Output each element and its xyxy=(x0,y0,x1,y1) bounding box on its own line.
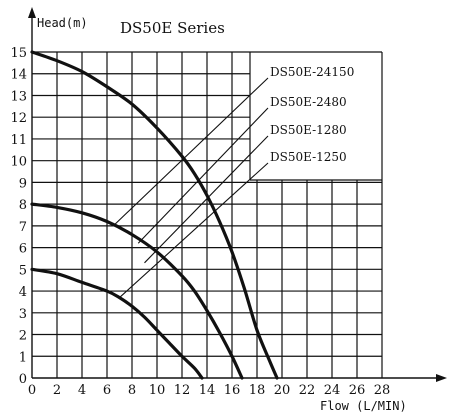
y-tick-label: 14 xyxy=(10,68,27,83)
y-tick-label: 4 xyxy=(19,285,27,300)
legend-leader-ds50e-1250 xyxy=(119,162,269,298)
x-tick-label: 8 xyxy=(128,383,136,398)
y-tick-label: 8 xyxy=(19,198,27,213)
y-tick-label: 7 xyxy=(19,220,27,235)
y-axis-label: Head(m) xyxy=(37,16,88,30)
x-tick-label: 26 xyxy=(349,383,366,398)
x-tick-label: 4 xyxy=(78,383,86,398)
x-tick-label: 0 xyxy=(28,383,36,398)
y-tick-label: 13 xyxy=(10,89,27,104)
curves xyxy=(30,50,279,380)
grid xyxy=(32,51,383,378)
axes xyxy=(28,7,447,382)
y-tick-label: 2 xyxy=(19,329,27,344)
x-tick-label: 10 xyxy=(149,383,166,398)
x-tick-label: 18 xyxy=(249,383,266,398)
x-tick-label: 20 xyxy=(274,383,291,398)
y-tick-label: 1 xyxy=(19,350,27,365)
x-axis-label: Flow (L/MIN) xyxy=(320,399,407,413)
x-tick-label: 14 xyxy=(199,383,216,398)
curve-ds50e-1280 xyxy=(30,267,204,380)
legend-label-ds50e-2480: DS50E-2480 xyxy=(270,95,347,109)
x-tick-label: 12 xyxy=(174,383,191,398)
legend-label-ds50e-1250: DS50E-1250 xyxy=(270,150,347,164)
x-tick-label: 6 xyxy=(103,383,111,398)
y-tick-label: 5 xyxy=(19,263,27,278)
chart-title: DS50E Series xyxy=(120,19,225,37)
ticks: 0 2 4 6 8 10 12 14 16 18 20 22 24 26 28012345678910111… xyxy=(10,46,390,398)
legend-leader-ds50e-24150 xyxy=(112,77,269,227)
y-tick-label: 9 xyxy=(19,176,27,191)
y-tick-label: 11 xyxy=(10,133,27,148)
legend: DS50E-24150 DS50E-2480 DS50E-1280 DS50E-125… xyxy=(112,65,354,298)
y-tick-label: 12 xyxy=(10,111,27,126)
x-tick-label: 24 xyxy=(324,383,341,398)
legend-leader-ds50e-2480 xyxy=(137,107,269,244)
x-tick-label: 2 xyxy=(53,383,61,398)
x-tick-label: 22 xyxy=(299,383,316,398)
legend-leader-ds50e-1280 xyxy=(144,135,269,264)
y-tick-label: 6 xyxy=(19,242,27,257)
x-tick-label: 28 xyxy=(374,383,391,398)
y-tick-label: 15 xyxy=(10,46,27,61)
legend-label-ds50e-1280: DS50E-1280 xyxy=(270,123,347,137)
legend-label-ds50e-24150: DS50E-24150 xyxy=(270,65,354,79)
y-tick-label: 0 xyxy=(19,372,27,387)
y-axis-arrow xyxy=(28,7,36,18)
curve-ds50e-24150 xyxy=(30,50,279,380)
y-tick-label: 3 xyxy=(19,307,27,322)
x-axis-arrow xyxy=(436,374,447,382)
curve-ds50e-2480 xyxy=(30,202,244,380)
y-tick-label: 10 xyxy=(10,155,27,170)
x-tick-label: 16 xyxy=(224,383,241,398)
